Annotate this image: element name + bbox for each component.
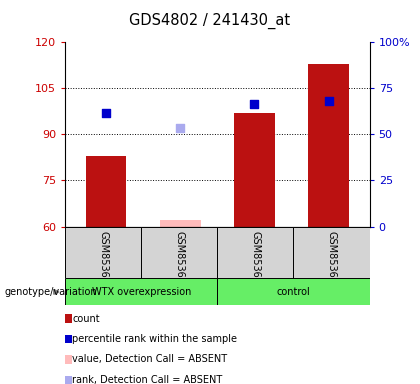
Bar — [218, 278, 370, 305]
Text: GSM853611: GSM853611 — [98, 231, 108, 290]
Text: GSM853612: GSM853612 — [250, 231, 260, 290]
Text: GSM853614: GSM853614 — [326, 231, 336, 290]
Bar — [294, 227, 370, 278]
Text: genotype/variation: genotype/variation — [4, 287, 97, 297]
Bar — [234, 113, 275, 227]
Point — [326, 98, 332, 104]
Text: count: count — [73, 314, 100, 324]
Text: rank, Detection Call = ABSENT: rank, Detection Call = ABSENT — [73, 375, 223, 384]
Point — [177, 125, 184, 131]
Point — [102, 110, 109, 116]
Bar — [308, 64, 349, 227]
Bar — [218, 227, 294, 278]
Text: GDS4802 / 241430_at: GDS4802 / 241430_at — [129, 13, 291, 29]
Text: GSM853613: GSM853613 — [174, 231, 184, 290]
Text: WTX overexpression: WTX overexpression — [92, 287, 191, 297]
Bar — [160, 220, 201, 227]
Text: value, Detection Call = ABSENT: value, Detection Call = ABSENT — [73, 354, 228, 364]
Bar — [65, 278, 218, 305]
Bar — [141, 227, 218, 278]
Text: percentile rank within the sample: percentile rank within the sample — [73, 334, 237, 344]
Bar — [86, 156, 126, 227]
Text: control: control — [277, 287, 310, 297]
Bar — [65, 227, 141, 278]
Point — [251, 101, 258, 107]
